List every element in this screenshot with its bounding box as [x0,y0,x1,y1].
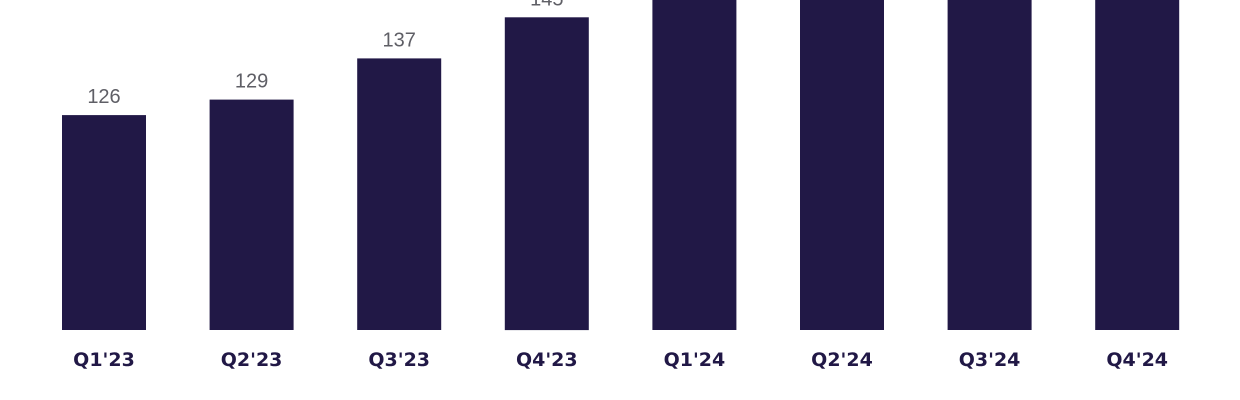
value-label-2: 137 [383,29,416,51]
bar-7 [1095,0,1180,331]
bar-4 [652,0,737,331]
bar-3 [504,17,589,331]
bar-6 [947,0,1032,330]
category-label-6: Q3'24 [959,349,1021,371]
category-label-2: Q3'23 [368,349,430,371]
category-label-4: Q1'24 [664,349,726,371]
category-label-1: Q2'23 [221,349,283,371]
bar-1 [209,99,294,330]
category-label-5: Q2'24 [811,349,873,371]
bar-5 [800,0,884,331]
value-label-3: 145 [530,0,563,10]
value-label-0: 126 [87,86,120,108]
category-label-0: Q1'23 [73,349,135,371]
bar-0 [62,115,146,330]
category-label-3: Q4'23 [516,349,578,371]
bar-2 [357,58,442,331]
value-label-1: 129 [235,71,268,93]
category-label-7: Q4'24 [1106,349,1168,371]
